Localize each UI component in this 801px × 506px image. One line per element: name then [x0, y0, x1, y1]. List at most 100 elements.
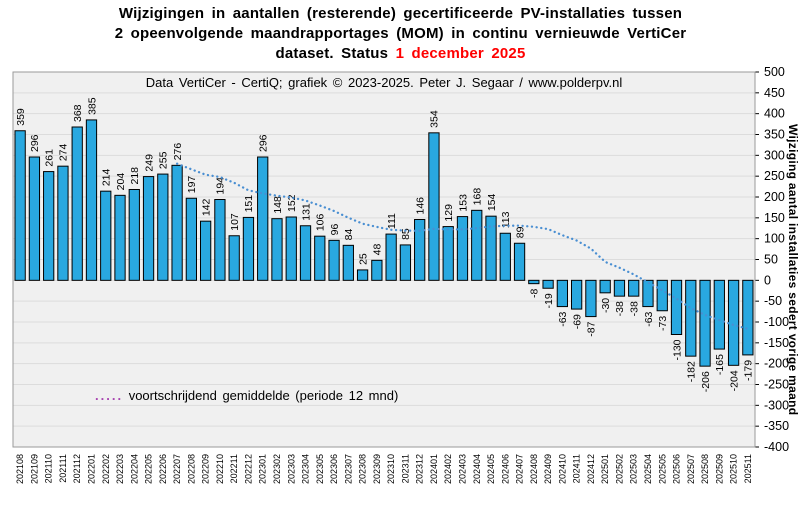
bar: [57, 165, 69, 281]
y-axis-tick-label: 300: [764, 148, 785, 162]
bar-value-label: 84: [343, 228, 355, 240]
bar-value-label: 129: [443, 204, 455, 222]
y-axis-tick-label: -150: [764, 336, 789, 350]
bar: [200, 220, 212, 281]
chart-title: Wijzigingen in aantallen (resterende) ge…: [0, 4, 801, 64]
x-axis-label: 202504: [643, 454, 653, 484]
bar: [257, 156, 269, 281]
chart-title-line1: Wijzigingen in aantallen (resterende) ge…: [118, 5, 683, 22]
x-axis-label: 202308: [358, 454, 368, 484]
bar-value-label: 359: [15, 108, 27, 126]
bar: [142, 176, 155, 281]
bar-value-label: -206: [700, 371, 712, 392]
bar: [599, 279, 611, 294]
bar-value-label: -30: [600, 298, 612, 313]
x-axis-label: 202406: [500, 454, 510, 484]
x-axis-label: 202309: [372, 454, 382, 484]
y-axis-tick-label: 50: [764, 253, 778, 267]
bar-value-label: 218: [129, 167, 141, 185]
x-axis-label: 202201: [86, 454, 96, 484]
x-axis-label: 202401: [429, 454, 439, 484]
y-axis-tick-label: 100: [764, 232, 785, 246]
x-axis-label: 202311: [400, 454, 410, 483]
x-axis-label: 202510: [729, 454, 739, 484]
bar-value-label: 274: [58, 143, 70, 161]
x-axis-label: 202507: [686, 454, 696, 484]
bar: [14, 130, 26, 281]
bar: [171, 164, 183, 281]
bar: [442, 226, 454, 281]
x-axis-label: 202110: [44, 454, 54, 483]
bar-value-label: 204: [115, 173, 127, 191]
bar: [528, 279, 540, 285]
y-axis-tick-label: -350: [764, 419, 789, 433]
bar: [613, 279, 626, 297]
bar-value-label: 154: [486, 193, 498, 211]
x-axis-label: 202109: [29, 454, 39, 484]
bar: [556, 279, 568, 308]
bar: [471, 209, 483, 281]
x-axis-label: 202303: [286, 454, 296, 484]
bar-value-label: 85: [400, 228, 412, 240]
bar-value-label: -182: [686, 361, 698, 382]
bar: [28, 156, 41, 281]
bar: [356, 269, 369, 281]
x-axis-label: 202307: [343, 454, 353, 484]
bar-value-label: -19: [543, 293, 555, 308]
bar: [656, 279, 668, 312]
bar: [342, 244, 354, 281]
bar-value-label: -130: [671, 339, 683, 360]
bar-value-label: 197: [186, 176, 198, 194]
bar-value-label: 261: [43, 149, 55, 167]
bar: [242, 216, 255, 281]
x-axis-label: 202211: [229, 454, 239, 483]
x-axis-label: 202503: [629, 454, 639, 484]
x-axis-label: 202506: [672, 454, 682, 484]
x-axis-label: 202112: [72, 454, 82, 483]
x-axis-label: 202408: [529, 454, 539, 484]
bar-value-label: 89: [514, 226, 526, 238]
x-axis-label: 202304: [301, 454, 311, 484]
bar: [685, 279, 697, 357]
bar: [371, 259, 383, 281]
bar-value-label: 151: [243, 195, 255, 213]
x-axis-label: 202206: [158, 454, 168, 484]
y-axis-tick-label: -400: [764, 440, 789, 454]
y-axis-tick-label: 450: [764, 86, 785, 100]
x-axis-label: 202207: [172, 454, 182, 484]
chart-title-line3: dataset. Status 1 december 2025: [0, 44, 801, 64]
bar-value-label: -87: [586, 321, 598, 336]
x-axis-label: 202412: [586, 454, 596, 484]
bar-value-label: 368: [72, 104, 84, 122]
x-axis-label: 202209: [201, 454, 211, 484]
bar: [414, 219, 426, 281]
bar-value-label: 214: [101, 168, 113, 186]
bar-value-label: 113: [500, 211, 512, 228]
x-axis-label: 202411: [572, 454, 582, 483]
x-axis-label: 202202: [101, 454, 111, 484]
bar: [100, 190, 112, 281]
x-axis-label: 202111: [58, 454, 68, 483]
x-axis-label: 202505: [657, 454, 667, 484]
bar: [328, 239, 340, 281]
x-axis-label: 202310: [386, 454, 396, 484]
bar: [727, 279, 740, 366]
bar-value-label: -38: [614, 301, 626, 316]
bar-value-label: 131: [300, 203, 312, 221]
x-axis-label: 202404: [472, 454, 482, 484]
bar: [157, 173, 169, 281]
moving-average-line: [175, 162, 750, 330]
bar: [228, 235, 240, 281]
bar-value-label: 106: [315, 213, 327, 231]
bar-value-label: 48: [372, 243, 384, 255]
y-axis-tick-label: -300: [764, 398, 789, 412]
x-axis-label: 202205: [144, 454, 154, 484]
bar: [499, 232, 511, 281]
bar: [285, 216, 297, 281]
plot-border: [12, 71, 756, 448]
x-axis-label: 202210: [215, 454, 225, 484]
bar-value-label: 25: [357, 253, 369, 265]
bar-value-label: 296: [258, 134, 270, 152]
x-axis-label: 202306: [329, 454, 339, 484]
